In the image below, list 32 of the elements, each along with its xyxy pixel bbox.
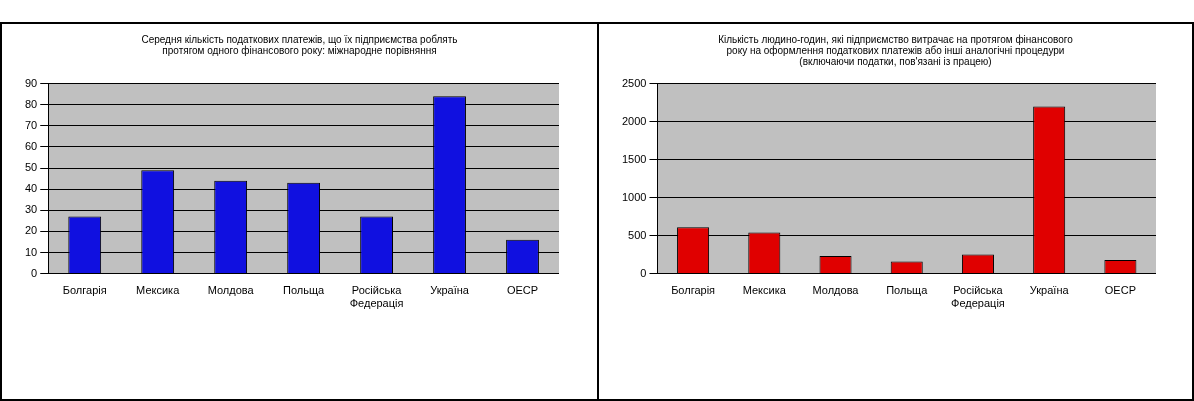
y-tick-label: 0 [640, 266, 647, 279]
y-tick-label: 1000 [621, 190, 647, 203]
y-tick-label: 20 [24, 224, 38, 237]
x-tick-label: Мексика [136, 284, 181, 297]
y-tick-label: 1500 [621, 152, 647, 165]
x-tick-label: Польща [283, 284, 326, 297]
y-tick-label: 10 [24, 245, 38, 258]
y-tick-label: 0 [31, 266, 38, 279]
x-tick-label: Російська Федерація [349, 284, 404, 310]
x-tick-label: Болгарія [62, 284, 107, 297]
x-tick-label: Україна [1029, 284, 1070, 297]
y-tick-label: 80 [24, 97, 38, 110]
x-tick-label: Польща [886, 284, 929, 297]
y-tick-label: 500 [628, 228, 647, 241]
x-tick-label: ОЕСР [506, 284, 539, 297]
y-tick-label: 70 [24, 118, 38, 131]
x-tick-label: Мексика [742, 284, 787, 297]
y-tick-label: 2000 [621, 114, 647, 127]
x-tick-label: Російська Федерація [951, 284, 1005, 310]
x-tick-label: Україна [430, 284, 470, 297]
x-tick-label: Молдова [207, 284, 255, 297]
y-tick-label: 90 [24, 76, 38, 89]
x-tick-label: ОЕСР [1104, 284, 1136, 297]
chart-title: Середня кількість податкових платежів, що їх підприємства роблять протягом одного фінансового року: міжнародне порівняння [140, 34, 459, 56]
chart-title: Кількість людино-годин, які підприємство витрачає на протягом фінансового року на оформлення податкових платежів або інші аналогічні процедури (включаючи податки, пов'язані із працею) [717, 34, 1074, 67]
y-tick-label: 30 [24, 203, 38, 216]
x-tick-label: Болгарія [671, 284, 716, 297]
y-tick-label: 50 [24, 161, 38, 174]
x-tick-label: Молдова [812, 284, 860, 297]
y-tick-label: 40 [24, 182, 38, 195]
y-tick-label: 60 [24, 139, 38, 152]
y-tick-label: 2500 [621, 76, 647, 89]
